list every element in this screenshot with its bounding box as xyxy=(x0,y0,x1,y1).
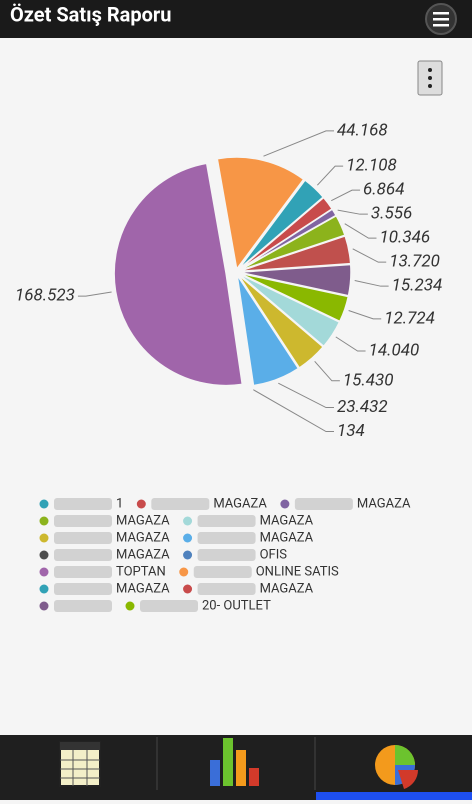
legend-label: MAGAZA xyxy=(260,513,314,528)
legend-swatch xyxy=(39,516,49,526)
redacted-text xyxy=(54,566,112,578)
leader-line xyxy=(354,279,389,287)
legend-label: OFIS xyxy=(260,547,288,562)
slice-label: 14.040 xyxy=(369,341,420,361)
slice-label: 12.724 xyxy=(384,308,435,328)
leader-line xyxy=(253,389,334,433)
redacted-text xyxy=(54,583,112,595)
legend-swatch xyxy=(39,550,49,560)
legend-label: 1 xyxy=(116,496,123,511)
redacted-text xyxy=(197,583,256,595)
legend-label: MAGAZA xyxy=(116,547,170,562)
legend-swatch xyxy=(39,584,49,594)
redacted-text xyxy=(54,549,112,561)
redacted-text xyxy=(151,498,210,510)
pie-slice xyxy=(235,274,254,387)
legend-swatch xyxy=(183,550,193,560)
overflow-button[interactable] xyxy=(417,60,443,96)
legend-label: MAGAZA xyxy=(260,530,314,545)
leader-line xyxy=(77,291,112,297)
table-tab[interactable] xyxy=(59,741,101,787)
pie-slice xyxy=(216,156,305,271)
bar-chart-tab[interactable] xyxy=(210,738,259,786)
redacted-text xyxy=(54,498,112,510)
legend-label: MAGAZA xyxy=(260,581,314,596)
legend-swatch xyxy=(183,533,193,543)
slice-label: 44.168 xyxy=(337,120,388,140)
slice-label: 6.864 xyxy=(363,180,404,200)
redacted-text xyxy=(54,532,112,544)
legend-label: MAGAZA xyxy=(116,513,170,528)
slice-label: 10.346 xyxy=(379,228,430,248)
pie-chart: 44.168 12.108 6.864 3.556 10.346 13.720 15.234… xyxy=(15,120,442,441)
legend-label: ONLINE SATIS xyxy=(256,564,339,579)
menu-button[interactable] xyxy=(425,3,457,35)
legend-swatch xyxy=(136,499,146,509)
legend-swatch xyxy=(39,533,49,543)
leader-line xyxy=(316,165,344,186)
leader-line xyxy=(335,336,366,352)
legend-swatch xyxy=(179,567,189,577)
legend-label: MAGAZA xyxy=(213,496,267,511)
leader-line xyxy=(344,223,377,239)
pie-slice xyxy=(238,272,341,348)
redacted-text xyxy=(197,515,256,527)
legend-swatch xyxy=(39,567,49,577)
slice-label: 23.432 xyxy=(337,397,388,417)
pie-slice xyxy=(238,234,352,273)
legend-label: MAGAZA xyxy=(357,496,411,511)
redacted-text xyxy=(197,532,256,544)
selected-tab-indicator xyxy=(316,792,472,800)
leader-line xyxy=(263,130,334,157)
legend-swatch xyxy=(183,584,193,594)
slice-label: 134 xyxy=(337,421,365,441)
leader-line xyxy=(331,189,361,202)
slice-label: 13.720 xyxy=(389,252,440,272)
legend: 1 MAGAZA MAGAZA MAGAZA MAGAZA MAGAZA MAGAZA MAG… xyxy=(39,496,411,613)
redacted-text xyxy=(193,566,252,578)
leader-line xyxy=(337,209,368,215)
slice-label: 3.556 xyxy=(371,204,412,224)
legend-swatch xyxy=(39,601,49,611)
pie-slice xyxy=(238,263,352,297)
slice-label: 15.430 xyxy=(343,370,394,390)
slice-label: 168.523 xyxy=(15,286,75,306)
leader-line xyxy=(314,360,340,382)
legend-swatch xyxy=(183,516,193,526)
slice-label: 15.234 xyxy=(392,276,443,296)
legend-label: MAGAZA xyxy=(116,581,170,596)
pie-slice xyxy=(113,162,244,387)
redacted-text xyxy=(140,600,198,612)
redacted-text xyxy=(54,600,112,612)
leader-line xyxy=(278,382,334,409)
legend-label: MAGAZA xyxy=(116,530,170,545)
redacted-text xyxy=(294,498,353,510)
redacted-text xyxy=(54,515,112,527)
legend-label: TOPTAN xyxy=(116,564,166,579)
legend-swatch xyxy=(280,499,290,509)
leader-line xyxy=(348,310,382,320)
slice-label: 12.108 xyxy=(346,156,397,176)
leader-line xyxy=(352,248,387,263)
redacted-text xyxy=(197,549,256,561)
pie-slice xyxy=(237,273,325,369)
app-title: Özet Satış Raporu xyxy=(10,2,171,26)
legend-swatch xyxy=(39,499,49,509)
legend-swatch xyxy=(125,601,135,611)
legend-label: 20- OUTLET xyxy=(202,598,271,613)
app-bar xyxy=(0,0,472,38)
pie-chart-tab[interactable] xyxy=(375,745,418,789)
